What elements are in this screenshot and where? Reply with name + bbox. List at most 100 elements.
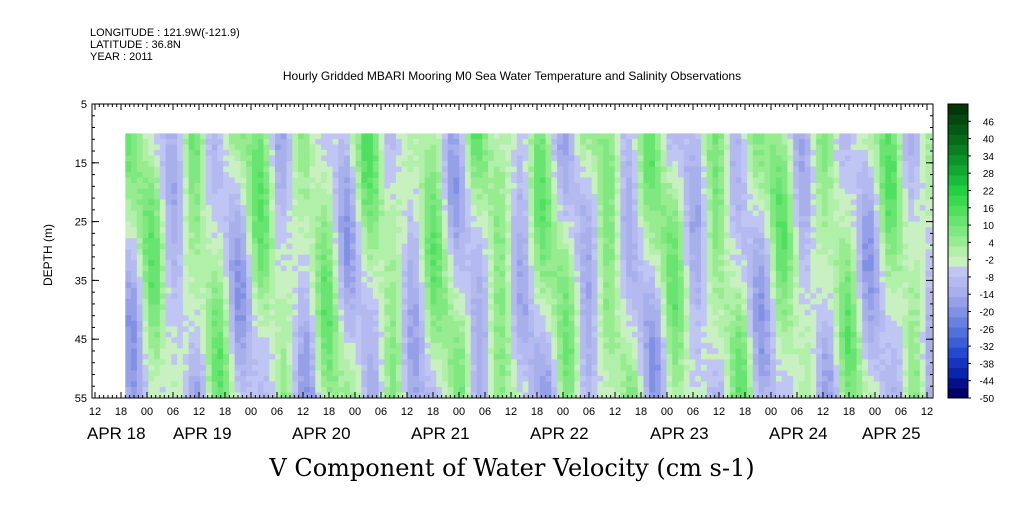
heatmap-cell xyxy=(534,353,541,361)
heatmap-cell xyxy=(689,183,696,190)
heatmap-cell xyxy=(154,276,161,283)
heatmap-cell xyxy=(585,249,593,256)
heatmap-cell xyxy=(217,144,224,151)
heatmap-cell xyxy=(315,265,322,272)
heatmap-cell xyxy=(390,315,397,322)
heatmap-cell xyxy=(545,331,552,338)
heatmap-cell xyxy=(384,194,391,201)
heatmap-cell xyxy=(217,386,224,394)
heatmap-cell xyxy=(631,144,639,151)
heatmap-cell xyxy=(603,331,610,338)
heatmap-cell xyxy=(706,359,714,366)
heatmap-cell xyxy=(275,359,282,366)
heatmap-cell xyxy=(332,155,339,162)
heatmap-cell xyxy=(603,149,610,157)
heatmap-cell xyxy=(626,381,633,388)
heatmap-cell xyxy=(332,205,339,212)
heatmap-cell xyxy=(516,364,524,372)
heatmap-cell xyxy=(303,199,311,206)
heatmap-cell xyxy=(159,276,167,283)
heatmap-cell xyxy=(476,216,483,223)
heatmap-cell xyxy=(171,177,178,184)
heatmap-cell xyxy=(712,359,719,366)
heatmap-cell xyxy=(493,144,501,151)
heatmap-cell xyxy=(654,260,662,267)
heatmap-cell xyxy=(574,304,581,311)
heatmap-cell xyxy=(321,364,328,372)
heatmap-cell xyxy=(292,271,299,278)
heatmap-cell xyxy=(188,138,196,146)
heatmap-cell xyxy=(165,337,172,344)
heatmap-cell xyxy=(689,271,696,278)
heatmap-cell xyxy=(269,381,276,388)
heatmap-cell xyxy=(476,232,483,239)
heatmap-cell xyxy=(499,210,506,217)
heatmap-cell xyxy=(418,199,426,206)
heatmap-cell xyxy=(608,298,616,305)
heatmap-cell xyxy=(465,249,472,256)
heatmap-cell xyxy=(240,210,247,217)
heatmap-cell xyxy=(597,348,604,355)
heatmap-cell xyxy=(332,227,339,234)
heatmap-cell xyxy=(706,304,714,311)
heatmap-cell xyxy=(269,315,276,322)
heatmap-cell xyxy=(407,254,414,261)
heatmap-cell xyxy=(321,342,328,349)
heatmap-cell xyxy=(585,309,593,316)
heatmap-cell xyxy=(580,304,587,311)
heatmap-cell xyxy=(240,166,247,173)
heatmap-cell xyxy=(171,149,178,157)
heatmap-cell xyxy=(528,276,535,283)
heatmap-cell xyxy=(608,249,616,256)
heatmap-cell xyxy=(672,337,679,344)
heatmap-cell xyxy=(608,315,616,322)
heatmap-cell xyxy=(303,221,311,228)
heatmap-cell xyxy=(223,392,230,398)
heatmap-cell xyxy=(418,315,426,322)
heatmap-cell xyxy=(493,342,501,349)
heatmap-cell xyxy=(430,353,437,361)
heatmap-cell xyxy=(436,282,443,289)
heatmap-cell xyxy=(182,320,190,327)
heatmap-cell xyxy=(545,188,552,195)
heatmap-cell xyxy=(315,144,322,151)
heatmap-cell xyxy=(165,359,172,366)
heatmap-cell xyxy=(539,199,547,206)
heatmap-cell xyxy=(488,249,495,256)
heatmap-cell xyxy=(591,315,599,322)
heatmap-cell xyxy=(666,353,673,361)
heatmap-cell xyxy=(309,133,316,140)
heatmap-cell xyxy=(223,353,230,361)
heatmap-cell xyxy=(660,320,668,327)
heatmap-cell xyxy=(321,309,328,316)
heatmap-cell xyxy=(326,287,334,294)
heatmap-cell xyxy=(395,331,403,338)
heatmap-cell xyxy=(476,282,483,289)
heatmap-cell xyxy=(654,133,662,140)
heatmap-cell xyxy=(367,320,374,327)
heatmap-cell xyxy=(499,320,506,327)
heatmap-cell xyxy=(430,375,437,383)
heatmap-cell xyxy=(205,160,213,168)
heatmap-cell xyxy=(470,249,478,256)
heatmap-cell xyxy=(234,353,242,361)
heatmap-cell xyxy=(666,149,673,157)
heatmap-cell xyxy=(631,243,639,250)
heatmap-cell xyxy=(234,315,242,322)
heatmap-cell xyxy=(165,304,172,311)
heatmap-cell xyxy=(597,293,604,300)
heatmap-cell xyxy=(712,160,719,168)
heatmap-cell xyxy=(689,171,696,179)
heatmap-cell xyxy=(407,177,414,184)
heatmap-cell xyxy=(355,265,362,272)
heatmap-cell xyxy=(488,183,495,190)
heatmap-cell xyxy=(205,353,213,361)
heatmap-cell xyxy=(361,293,368,300)
heatmap-cell xyxy=(591,199,599,206)
heatmap-cell xyxy=(678,298,685,305)
heatmap-cell xyxy=(292,375,299,383)
heatmap-cell xyxy=(390,359,397,366)
heatmap-cell xyxy=(228,342,236,349)
heatmap-cell xyxy=(453,392,460,398)
heatmap-cell xyxy=(384,276,391,283)
